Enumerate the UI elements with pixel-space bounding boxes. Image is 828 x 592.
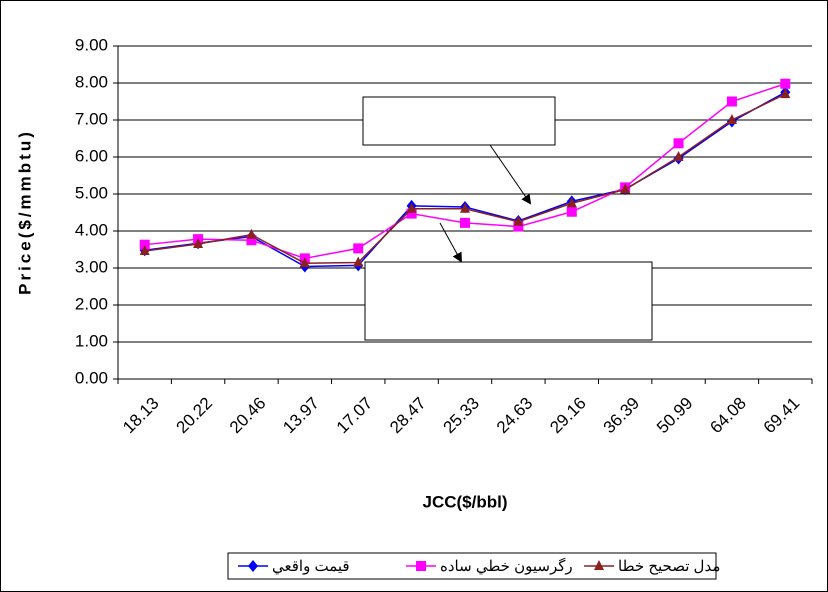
point — [566, 197, 577, 208]
point — [726, 114, 737, 124]
y-tick-label: 5.00 — [75, 183, 108, 202]
y-tick-label: 0.00 — [75, 368, 108, 387]
point — [513, 215, 524, 226]
legend-label: مدل تصحيح خطا — [618, 558, 720, 575]
point — [513, 221, 524, 232]
annotation-box — [362, 96, 556, 146]
y-tick-label: 4.00 — [75, 220, 108, 239]
point — [246, 235, 257, 246]
point — [673, 151, 684, 161]
y-tick-label: 1.00 — [75, 331, 108, 350]
point — [248, 560, 258, 572]
point — [673, 138, 684, 149]
point — [353, 243, 364, 254]
y-tick-label: 8.00 — [75, 72, 108, 91]
y-tick-label: 3.00 — [75, 257, 108, 276]
point — [460, 217, 470, 228]
annotation-arrow — [439, 222, 462, 263]
point — [620, 183, 631, 194]
point — [139, 239, 150, 250]
legend — [227, 552, 717, 580]
legend-label: رگرسيون خطي ساده — [440, 557, 573, 575]
point — [139, 244, 150, 255]
point — [299, 257, 310, 268]
annotation-box — [364, 261, 653, 341]
annotation-arrow — [489, 144, 532, 205]
point — [416, 561, 426, 571]
y-tick-label: 6.00 — [75, 146, 108, 165]
point — [406, 208, 417, 219]
y-tick-label: 2.00 — [75, 294, 108, 313]
point — [193, 237, 204, 248]
point — [406, 202, 417, 213]
point — [594, 560, 604, 570]
y-tick-label: 9.00 — [75, 35, 108, 54]
point — [246, 228, 257, 239]
point — [780, 78, 791, 89]
y-axis-title: Price($/mmbtu) — [15, 129, 34, 295]
point — [726, 96, 737, 107]
y-tick-label: 7.00 — [75, 109, 108, 128]
x-axis-title: JCC($/bbl) — [423, 492, 508, 511]
point — [460, 202, 470, 213]
legend-label: قيمت واقعي — [272, 558, 350, 575]
point — [353, 256, 364, 267]
point — [566, 206, 577, 217]
point — [780, 88, 791, 99]
